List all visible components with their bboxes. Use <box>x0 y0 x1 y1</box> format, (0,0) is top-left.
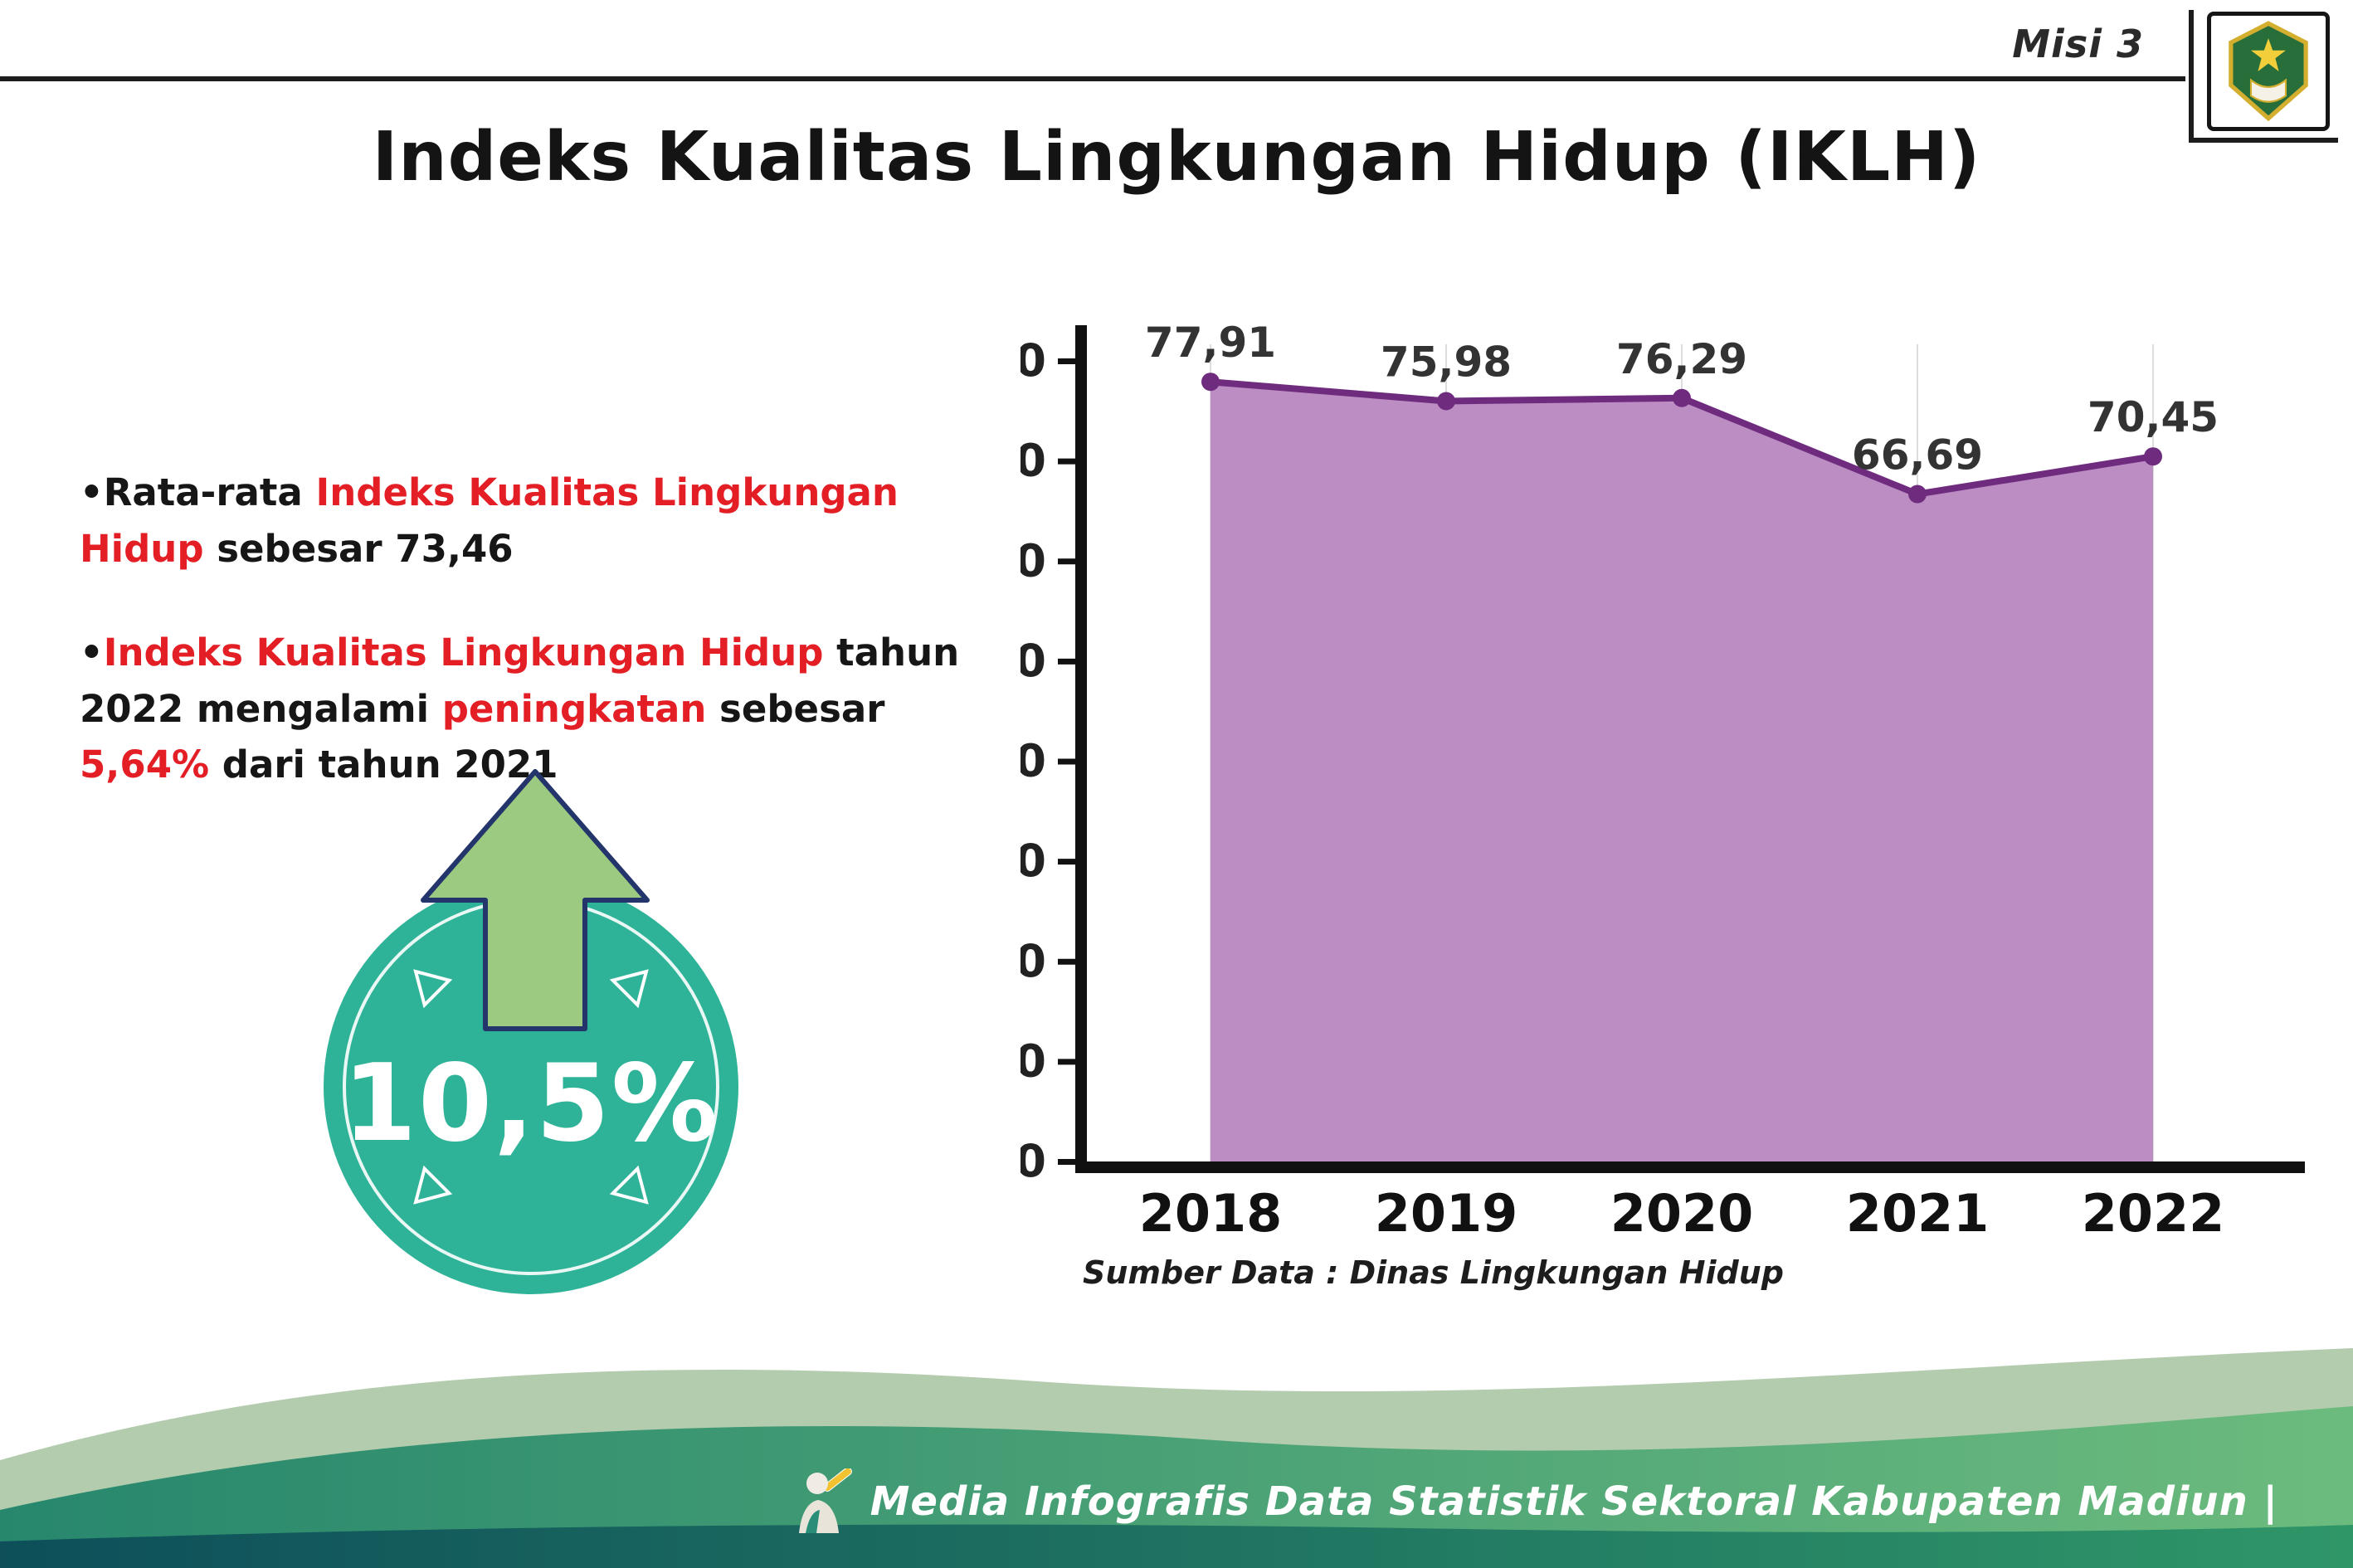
misi-label: Misi 3 <box>2012 22 2144 66</box>
mascot-icon <box>798 1468 852 1533</box>
bullet-text-segment: dari tahun 2021 <box>209 743 558 786</box>
footer-caption-row: Media Infografis Data Statistik Sektoral… <box>791 1468 2278 1535</box>
bullet-text-segment: sebesar 73,46 <box>203 526 514 571</box>
increase-badge: 10,5% <box>315 763 763 1311</box>
svg-text:2021: 2021 <box>1846 1183 1990 1244</box>
svg-text:2022: 2022 <box>2082 1183 2225 1244</box>
logo-frame-vertical <box>2189 10 2194 143</box>
svg-text:50: 50 <box>1021 635 1046 687</box>
svg-text:70: 70 <box>1021 435 1046 487</box>
svg-text:2018: 2018 <box>1139 1183 1283 1244</box>
bullet-increase-2022: •Indeks Kualitas Lingkungan Hidup tahun … <box>80 625 984 793</box>
svg-text:66,69: 66,69 <box>1852 431 1983 480</box>
footer-caption: Media Infografis Data Statistik Sektoral… <box>870 1478 2278 1525</box>
svg-text:30: 30 <box>1021 835 1046 887</box>
chart-canvas: 0 10 20 30 40 50 60 70 80 2018 2019 2020 2021 2022 77,… <box>984 319 2305 1244</box>
svg-text:10: 10 <box>1021 1035 1046 1087</box>
up-arrow-icon <box>421 769 650 1031</box>
logo-frame-horizontal <box>2189 138 2338 143</box>
bullet-text-segment: Indeks Kualitas Lingkungan Hidup <box>80 470 899 571</box>
svg-text:20: 20 <box>1021 935 1046 987</box>
footer-wave-decoration <box>0 1348 2353 1568</box>
kabupaten-madiun-logo <box>2207 12 2330 131</box>
bullet-marker: • <box>80 470 104 514</box>
svg-text:2020: 2020 <box>1610 1183 1754 1244</box>
svg-text:40: 40 <box>1021 735 1046 787</box>
page-title: Indeks Kualitas Lingkungan Hidup (IKLH) <box>372 118 1981 197</box>
bullet-average-iklh: •Rata-rata Indeks Kualitas Lingkungan Hi… <box>80 465 984 577</box>
bullet-list: •Rata-rata Indeks Kualitas Lingkungan Hi… <box>80 465 984 841</box>
bullet-text-segment: Rata-rata <box>103 470 316 514</box>
svg-text:2019: 2019 <box>1375 1183 1518 1244</box>
crest-icon <box>2229 21 2308 122</box>
bullet-text-segment: Indeks Kualitas Lingkungan Hidup <box>103 631 824 674</box>
svg-text:76,29: 76,29 <box>1616 335 1747 383</box>
header-divider <box>0 76 2185 81</box>
svg-text:60: 60 <box>1021 534 1046 587</box>
percentage-label: 10,5% <box>342 1041 720 1166</box>
svg-text:0: 0 <box>1021 1135 1046 1187</box>
bullet-text-segment: sebesar <box>706 686 885 731</box>
bullet-marker: • <box>80 631 104 674</box>
svg-text:70,45: 70,45 <box>2087 393 2219 441</box>
svg-text:77,91: 77,91 <box>1145 319 1276 367</box>
bullet-text-segment: peningkatan <box>441 686 707 731</box>
iklh-area-chart: 0 10 20 30 40 50 60 70 80 2018 2019 2020 2021 2022 77,… <box>984 290 2315 1294</box>
bullet-text-segment: 5,64% <box>80 743 210 786</box>
svg-text:80: 80 <box>1021 334 1046 387</box>
bullet-text-segment: tahun 2022 mengalami <box>80 631 960 731</box>
svg-text:75,98: 75,98 <box>1381 338 1512 386</box>
data-source-caption: Sumber Data : Dinas Lingkungan Hidup <box>1083 1254 1784 1291</box>
